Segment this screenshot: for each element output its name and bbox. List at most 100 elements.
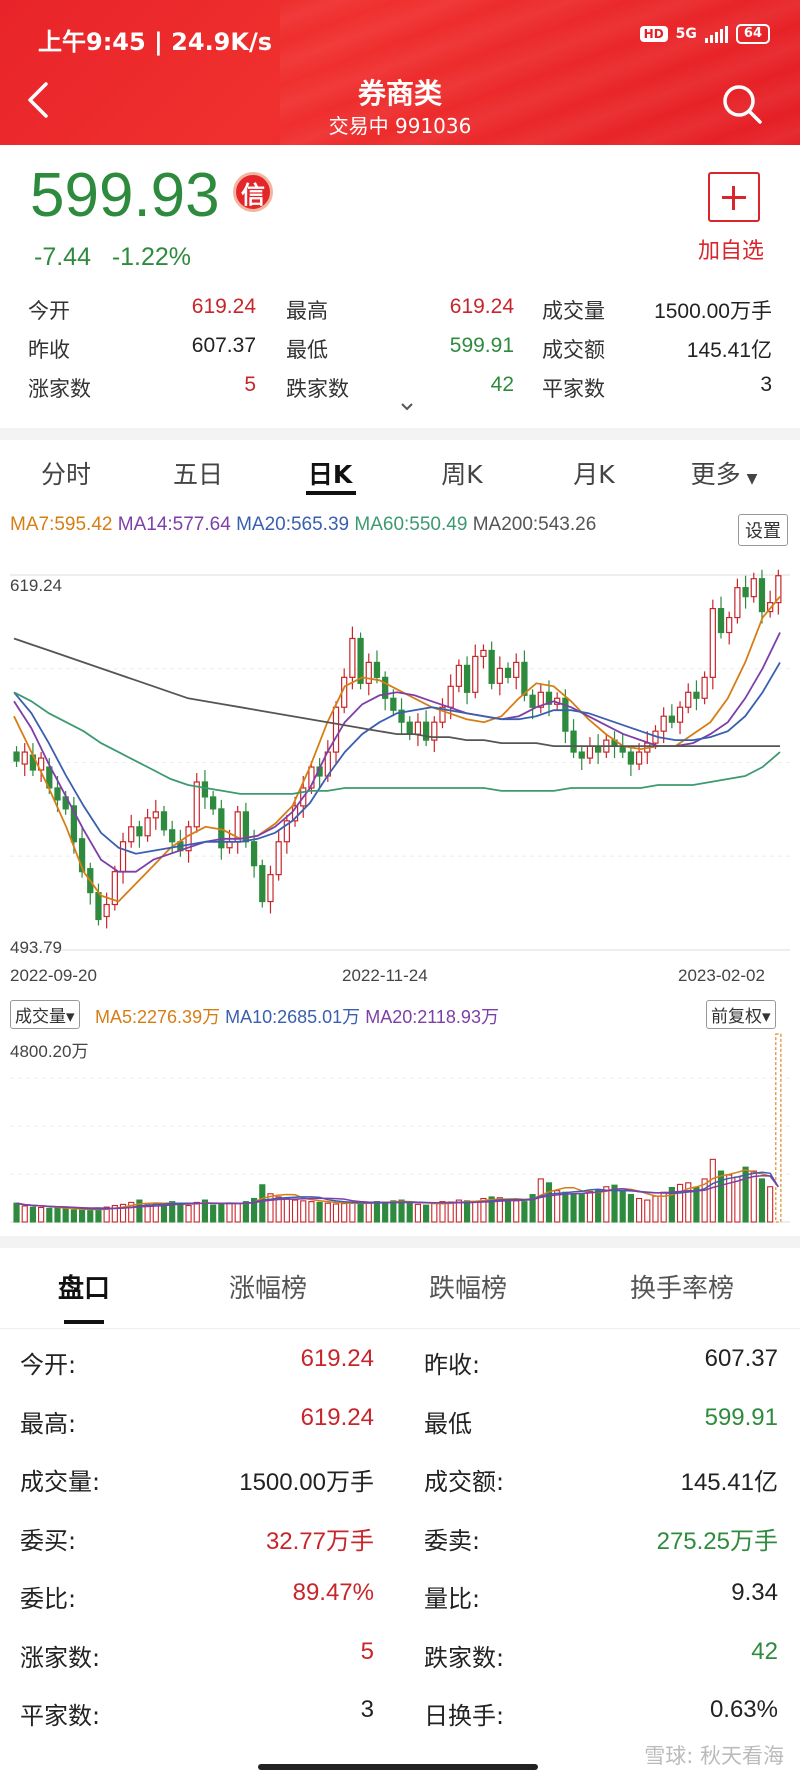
candle bbox=[488, 649, 495, 684]
ma20-label: MA20:565.39 bbox=[236, 514, 350, 535]
chart-tab-label: 周K bbox=[441, 460, 483, 489]
chart-tab-underline bbox=[306, 491, 356, 495]
bottom-tab-underline bbox=[64, 1320, 104, 1324]
chart-tab-label: 更多 bbox=[690, 460, 741, 489]
ma-line-ma200 bbox=[13, 637, 780, 748]
chart-tab[interactable]: 五日 bbox=[148, 455, 248, 491]
detail-value: 9.34 bbox=[731, 1579, 778, 1606]
back-icon[interactable] bbox=[24, 78, 54, 122]
price-axis-top: 619.24 bbox=[10, 576, 62, 595]
detail-label: 最高: bbox=[20, 1409, 77, 1438]
volume-bar bbox=[685, 1182, 692, 1223]
detail-label: 量比: bbox=[424, 1585, 481, 1613]
chart-tab[interactable]: 日K bbox=[280, 455, 380, 491]
detail-value: 619.24 bbox=[300, 1403, 374, 1431]
page-title: 券商类 bbox=[357, 77, 442, 110]
candle bbox=[54, 787, 61, 801]
caret-down-icon: ▾ bbox=[66, 1007, 75, 1027]
volume-bar bbox=[414, 1203, 422, 1223]
volume-bar bbox=[644, 1199, 651, 1223]
candle bbox=[398, 709, 405, 723]
volume-bar bbox=[177, 1203, 184, 1223]
bottom-tab[interactable]: 涨幅榜 bbox=[228, 1274, 307, 1304]
chart-tab-label: 五日 bbox=[172, 460, 223, 489]
candle bbox=[537, 691, 544, 708]
detail-value: 145.41亿 bbox=[680, 1469, 778, 1496]
volume-bar bbox=[562, 1191, 569, 1223]
volume-bar bbox=[611, 1184, 618, 1223]
candle bbox=[95, 891, 102, 921]
volume-bar bbox=[13, 1202, 20, 1223]
caret-down-icon: ▾ bbox=[762, 1007, 771, 1027]
bottom-tab[interactable]: 盘口 bbox=[57, 1274, 110, 1304]
volume-bar bbox=[275, 1196, 282, 1223]
candle bbox=[570, 730, 577, 753]
volume-bar bbox=[103, 1206, 110, 1223]
volume-bar bbox=[595, 1189, 602, 1223]
candle bbox=[209, 796, 217, 810]
volume-bar bbox=[750, 1170, 757, 1223]
candle bbox=[275, 841, 282, 876]
candle bbox=[308, 766, 315, 789]
date-axis-end: 2023-02-02 bbox=[678, 966, 765, 985]
volume-bar bbox=[742, 1166, 749, 1223]
detail-value: 5 bbox=[360, 1637, 374, 1665]
volume-bar bbox=[119, 1203, 127, 1223]
volume-bar bbox=[431, 1203, 438, 1223]
ma-line-ma14 bbox=[13, 632, 781, 873]
xin-badge-icon[interactable]: 信 bbox=[233, 172, 273, 212]
bottom-tab[interactable]: 换手率榜 bbox=[629, 1274, 734, 1304]
add-favorite-label[interactable]: 加自选 bbox=[698, 239, 765, 264]
search-icon[interactable] bbox=[720, 82, 764, 126]
detail-label: 昨收: bbox=[424, 1351, 481, 1379]
candle bbox=[291, 805, 299, 822]
chart-tab[interactable]: 周K bbox=[412, 455, 512, 491]
chart-tab[interactable]: 更多 ▼ bbox=[674, 455, 774, 491]
stat-label: 平家数 bbox=[542, 377, 605, 401]
add-favorite-button[interactable] bbox=[708, 172, 760, 222]
stat-label: 今开 bbox=[28, 299, 70, 323]
stat-value: 619.24 bbox=[449, 295, 514, 318]
candle bbox=[422, 721, 430, 741]
kline-chart[interactable] bbox=[10, 555, 790, 955]
volume-bar bbox=[29, 1206, 37, 1223]
settings-button[interactable]: 设置 bbox=[738, 514, 788, 546]
chevron-down-icon[interactable] bbox=[400, 400, 414, 414]
candle bbox=[455, 664, 463, 687]
chart-tab[interactable]: 分时 bbox=[16, 455, 116, 491]
volume-bar bbox=[349, 1202, 356, 1223]
stat-value: 619.24 bbox=[191, 295, 256, 318]
home-indicator[interactable] bbox=[258, 1764, 538, 1770]
candle bbox=[463, 664, 471, 693]
adjust-selector[interactable]: 前复权▾ bbox=[706, 1000, 776, 1029]
stat-label: 涨家数 bbox=[28, 377, 91, 401]
candle bbox=[431, 721, 438, 741]
candle bbox=[136, 826, 143, 837]
candle bbox=[480, 649, 487, 658]
detail-label: 委比: bbox=[20, 1585, 77, 1613]
candle bbox=[111, 871, 118, 906]
volume-bar bbox=[693, 1186, 700, 1223]
candle bbox=[447, 685, 454, 708]
volume-selector[interactable]: 成交量▾ bbox=[10, 1000, 80, 1029]
candle bbox=[635, 751, 643, 765]
volume-bar bbox=[160, 1204, 168, 1223]
volume-bar bbox=[545, 1182, 553, 1223]
volume-axis-max: 4800.20万 bbox=[10, 1042, 89, 1061]
chart-tab[interactable]: 月K bbox=[544, 455, 644, 491]
volume-bar bbox=[251, 1197, 258, 1223]
volume-bar bbox=[603, 1186, 610, 1223]
candle bbox=[578, 751, 585, 759]
volume-chart[interactable] bbox=[10, 1030, 790, 1230]
volume-bar bbox=[259, 1184, 266, 1223]
stat-label: 跌家数 bbox=[286, 377, 349, 401]
volume-bar bbox=[701, 1178, 708, 1223]
section-divider bbox=[0, 1236, 800, 1248]
ma-line-ma60 bbox=[13, 691, 781, 795]
candle bbox=[13, 751, 20, 762]
volume-bar bbox=[472, 1201, 479, 1223]
volume-bar bbox=[78, 1209, 86, 1223]
candle bbox=[660, 715, 667, 732]
candle bbox=[144, 817, 151, 837]
bottom-tab[interactable]: 跌幅榜 bbox=[428, 1274, 507, 1304]
